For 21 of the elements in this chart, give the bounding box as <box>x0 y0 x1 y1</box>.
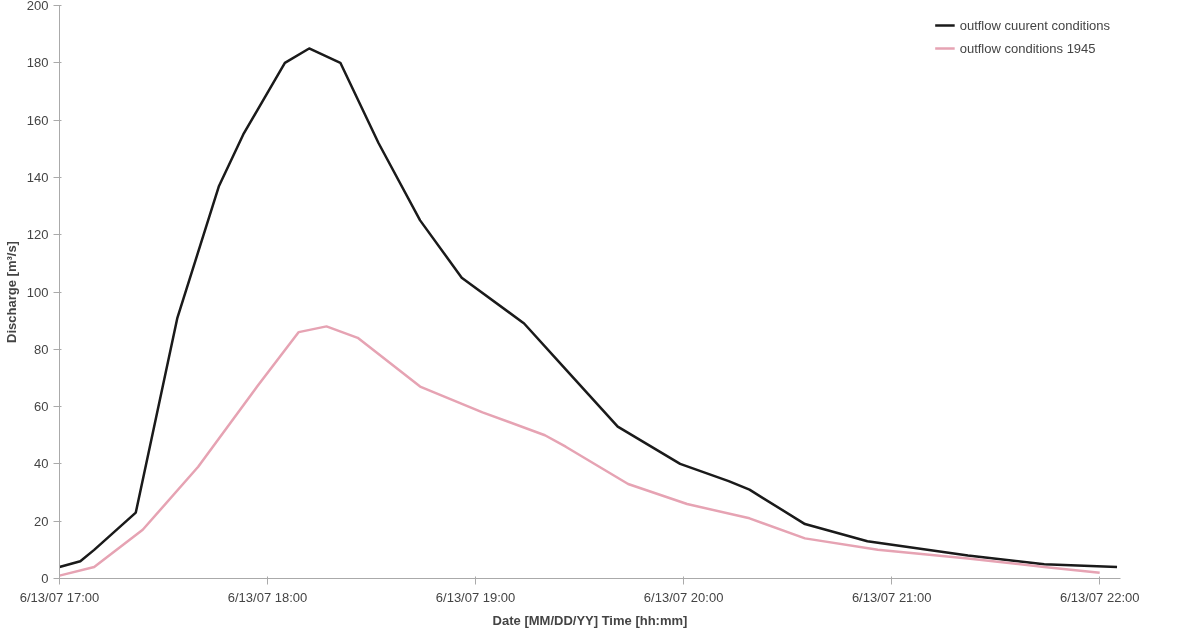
legend-label: outflow cuurent conditions <box>959 17 1110 33</box>
x-axis-title: Date [MM/DD/YY] Time [hh:mm] <box>492 612 688 628</box>
y-tick-label: 180 <box>26 55 49 71</box>
x-tick-label: 6/13/07 22:00 <box>1059 589 1140 605</box>
x-tick-label: 6/13/07 19:00 <box>435 589 516 605</box>
y-axis-title: Discharge [m³/s] <box>3 241 19 343</box>
y-tick-label: 0 <box>41 571 49 586</box>
y-tick-label: 60 <box>34 399 49 415</box>
y-tick-label: 140 <box>26 169 49 185</box>
x-tick-label: 6/13/07 20:00 <box>643 589 724 605</box>
y-tick-label: 200 <box>26 0 49 13</box>
y-tick-label: 100 <box>26 284 49 300</box>
legend-label: outflow conditions 1945 <box>959 40 1096 56</box>
x-tick-label: 6/13/07 18:00 <box>227 589 308 605</box>
x-tick-label: 6/13/07 17:00 <box>19 589 100 605</box>
y-tick-label: 40 <box>34 456 49 472</box>
x-tick-label: 6/13/07 21:00 <box>851 589 932 605</box>
y-tick-label: 80 <box>34 341 49 357</box>
y-tick-label: 120 <box>26 227 49 243</box>
y-tick-label: 20 <box>34 513 49 529</box>
y-tick-label: 160 <box>26 112 49 128</box>
